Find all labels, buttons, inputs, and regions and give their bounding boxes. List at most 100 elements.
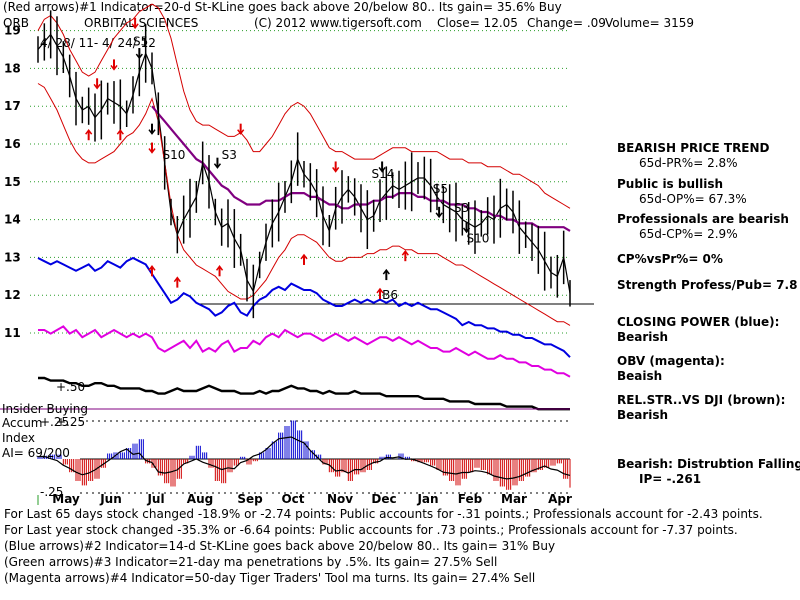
down-arrow-head — [93, 83, 101, 90]
price-tick-label: 11 — [4, 326, 21, 340]
footer-65day: For Last 65 days stock changed -18.9% or… — [4, 507, 763, 521]
indicator-3-description: (Green arrows)#3 Indicator=21-day ma pen… — [4, 555, 498, 569]
series-line-lower-band — [37, 83, 571, 326]
indicator-2-description: (Blue arrows)#2 Indicator=14-d St-KLine … — [4, 539, 556, 553]
down-arrow-head — [131, 23, 139, 30]
index-label: Index — [2, 431, 36, 445]
price-tick-label: 18 — [4, 61, 21, 75]
down-arrow-head — [148, 129, 156, 135]
pr-value: 65d-PR%= 2.8% — [639, 156, 738, 170]
month-axis: May Jun Jul Aug Sep Oct Nov Dec Jan Feb Mar Apr — [37, 492, 572, 506]
indicator-4-description: (Magenta arrows)#4 Indicator=50-day Tige… — [4, 571, 536, 585]
indicator-1-description: (Red arrows)#1 Indicator=20-d St-KLine g… — [3, 0, 562, 14]
down-arrow-head — [135, 53, 143, 60]
date-range: 4/ 28/ 11- 4/ 24/ 12 — [40, 36, 156, 50]
series-line-closing-power-blue- — [37, 256, 571, 358]
signal-label: S5 — [433, 182, 448, 196]
month-label: Jun — [99, 492, 122, 506]
series-layer — [37, 3, 571, 411]
up-arrow-head — [401, 249, 409, 256]
cpvspr-value: CP%vsPr%= 0% — [617, 252, 723, 266]
accumulation-histogram: +.25 -.25 — [37, 415, 571, 499]
price-tick-label: 17 — [4, 99, 21, 113]
series-line-obv-magenta- — [38, 325, 571, 378]
ip-value: IP= -.261 — [639, 472, 702, 486]
down-arrow-head — [110, 64, 118, 71]
up-arrow-head — [85, 128, 93, 135]
signal-label: S3 — [222, 148, 237, 162]
trend-title: BEARISH PRICE TREND — [617, 141, 770, 155]
down-arrow-head — [148, 148, 156, 154]
company-name: ORBITAL SCIENCES — [84, 16, 199, 30]
relative-tick-label: +.25 — [56, 415, 85, 429]
insider-buying-label: Insider Buying — [2, 402, 88, 416]
signal-label: S14 — [372, 167, 395, 181]
down-arrow-head — [435, 212, 443, 219]
price-tick-label: 19 — [4, 24, 21, 38]
month-label: Aug — [187, 492, 213, 506]
ai-value: AI= 69/200 — [2, 446, 70, 460]
price-tick-label: 14 — [4, 213, 21, 227]
public-title: Public is bullish — [617, 177, 724, 191]
price-change: Change= .09 — [527, 16, 606, 30]
month-label: Oct — [281, 492, 304, 506]
closing-power-value: Bearish — [617, 330, 669, 344]
price-tick-label: 13 — [4, 250, 21, 264]
closing-power-title: CLOSING POWER (blue): — [617, 315, 780, 329]
up-arrow-head — [382, 268, 390, 275]
up-arrow-head — [173, 276, 181, 283]
month-label: Jul — [146, 492, 164, 506]
up-arrow-head — [148, 265, 156, 271]
month-label: Apr — [548, 492, 572, 506]
cp-value: 65d-CP%= 2.9% — [639, 227, 738, 241]
relstr-title: REL.STR..VS DJI (brown): — [617, 393, 786, 407]
month-label: Mar — [501, 492, 527, 506]
accumulation-smooth-line — [37, 436, 571, 480]
month-label: Feb — [458, 492, 483, 506]
signal-label: B6 — [382, 288, 398, 302]
down-arrow-head — [462, 227, 471, 234]
price-tick-label: 15 — [4, 175, 21, 189]
footer-year: For Last year stock changed -35.3% or -6… — [4, 523, 738, 537]
series-line-rel-str-vs-dji-brown- — [38, 376, 570, 411]
histogram-tick-label: +.25 — [40, 415, 69, 429]
relative-panel: +.50 +.25 — [0, 380, 570, 429]
price-axis-ticks: 19 18 17 16 15 14 13 12 11 — [4, 24, 21, 340]
month-label: Nov — [327, 492, 353, 506]
obv-title: OBV (magenta): — [617, 354, 725, 368]
relative-tick-label: +.50 — [56, 380, 85, 394]
copyright: (C) 2012 www.tigersoft.com — [254, 16, 422, 30]
relstr-value: Bearish — [617, 408, 669, 422]
up-arrow-head — [215, 265, 224, 271]
down-arrow-head — [332, 167, 340, 173]
month-label: Sep — [237, 492, 263, 506]
side-panel: BEARISH PRICE TREND 65d-PR%= 2.8% — [617, 141, 770, 171]
series-line-upper-band — [37, 3, 571, 209]
signal-label: S10 — [163, 148, 186, 162]
month-label: Jan — [416, 492, 438, 506]
accum-label: Accum — [2, 416, 43, 430]
signal-label: S3 — [454, 201, 469, 215]
up-arrow-head — [300, 253, 308, 260]
month-label: Dec — [371, 492, 396, 506]
price-gridlines — [30, 30, 570, 334]
signal-label: S5 — [133, 35, 148, 49]
obv-value: Beaish — [617, 369, 663, 383]
close-price: Close= 12.05 — [437, 16, 518, 30]
volume: Volume= 3159 — [605, 16, 695, 30]
histogram-tick-label: -.25 — [40, 485, 63, 499]
up-arrow-head — [116, 128, 124, 135]
price-tick-label: 16 — [4, 137, 21, 151]
month-label: May — [52, 492, 80, 506]
signal-label: S10 — [467, 231, 490, 245]
distribution-note: Bearish: Distrubtion Falling. — [617, 457, 800, 471]
up-arrow-head — [376, 287, 384, 294]
down-arrow-head — [378, 167, 386, 173]
down-arrow-head — [213, 163, 222, 169]
ticker-symbol: ORB — [3, 16, 30, 30]
price-tick-label: 12 — [4, 288, 21, 302]
annotations: S5 S10 S3 S14 S5 S3 S10 B6 — [85, 17, 490, 302]
pro-title: Professionals are bearish — [617, 212, 789, 226]
down-arrow-head — [237, 129, 245, 135]
